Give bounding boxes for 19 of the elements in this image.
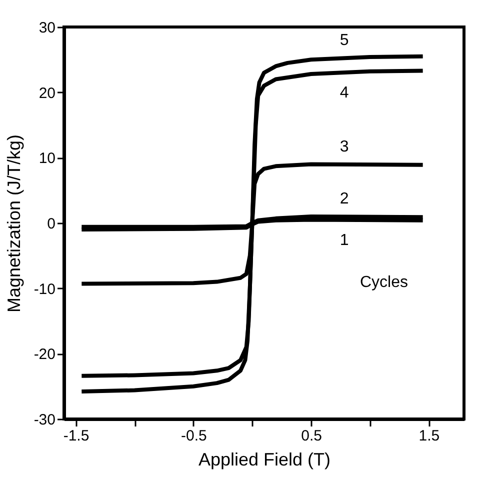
x-axis-title: Applied Field (T) bbox=[198, 450, 331, 470]
y-tick-label: 10 bbox=[38, 150, 56, 168]
x-tick-label: 1.5 bbox=[418, 428, 440, 444]
series-label: 5 bbox=[340, 32, 349, 50]
x-tick-label: -0.5 bbox=[180, 428, 207, 444]
y-tick-label: -10 bbox=[34, 280, 56, 298]
y-tick-label: -20 bbox=[34, 346, 56, 364]
annotation: Cycles bbox=[360, 274, 408, 291]
series-label: 3 bbox=[340, 138, 349, 156]
y-tick-label: 20 bbox=[38, 84, 56, 102]
x-tick-label: 0.5 bbox=[301, 428, 322, 444]
y-tick-label: 30 bbox=[38, 20, 56, 36]
x-tick-label: -1.5 bbox=[63, 428, 90, 444]
y-tick-label: 0 bbox=[47, 216, 56, 232]
y-axis-title: Magnetization (J/T/kg) bbox=[4, 134, 24, 313]
series-label: 1 bbox=[340, 232, 349, 249]
series-label: 2 bbox=[340, 190, 349, 208]
y-tick-label: -30 bbox=[34, 412, 56, 428]
series-label: 4 bbox=[340, 84, 349, 102]
